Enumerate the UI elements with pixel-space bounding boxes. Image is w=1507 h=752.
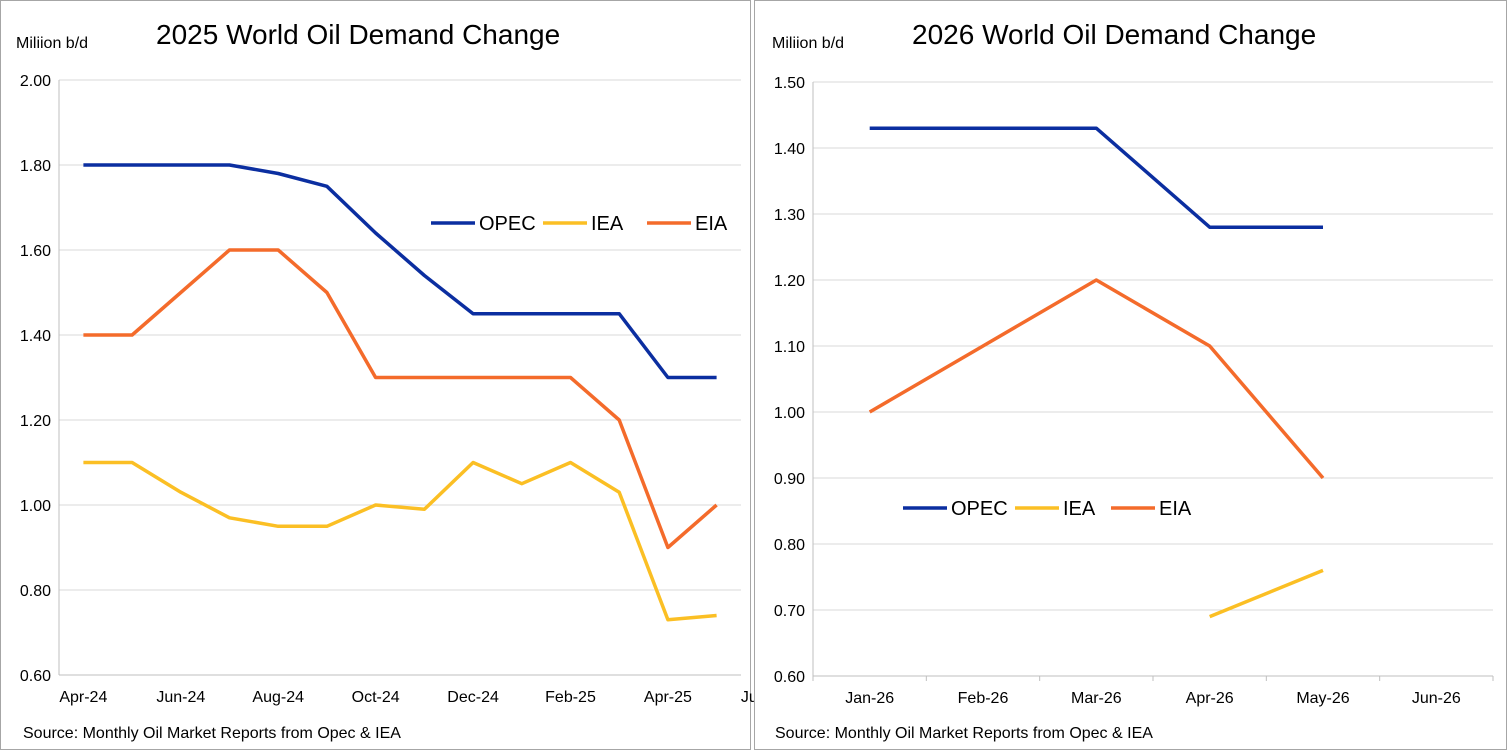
y-tick-label: 1.20	[20, 413, 51, 430]
y-tick-label: 1.00	[774, 405, 805, 422]
legend-label-opec: OPEC	[951, 498, 1008, 520]
y-tick-label: 0.60	[20, 668, 51, 685]
y-tick-label: 1.50	[774, 75, 805, 92]
series-line-eia	[868, 278, 1325, 480]
series-line-iea	[83, 460, 717, 622]
series-line-eia	[83, 248, 718, 550]
legend-label-opec: OPEC	[479, 213, 536, 235]
chart-panel-2025: Miliion b/d 2025 World Oil Demand Change…	[0, 0, 790, 750]
chart-title: 2025 World Oil Demand Change	[156, 19, 561, 50]
source-note: Source: Monthly Oil Market Reports from …	[23, 725, 401, 742]
y-tick-label: 0.80	[774, 537, 805, 554]
x-tick-label: Apr-26	[1186, 690, 1234, 707]
y-tick-label: 1.00	[20, 498, 51, 515]
x-tick-label: Jan-26	[845, 690, 894, 707]
y-tick-label: 1.80	[20, 158, 51, 175]
x-tick-label: Aug-24	[252, 689, 304, 706]
y-tick-label: 1.40	[774, 141, 805, 158]
legend: OPEC IEA EIA	[903, 498, 1192, 520]
y-tick-label: 1.60	[20, 243, 51, 260]
line-chart-2025: 2.00 1.80 1.60 1.40 1.20 1.00 0.80 0.60 Apr-24 Ju…	[20, 73, 790, 706]
x-tick-label: Jun-24	[156, 689, 205, 706]
y-tick-label: 2.00	[20, 73, 51, 90]
y-tick-label: 0.70	[774, 603, 805, 620]
legend-label-iea: IEA	[1063, 498, 1096, 520]
chart-panel-2026: Miliion b/d 2026 World Oil Demand Change…	[754, 0, 1507, 750]
source-note: Source: Monthly Oil Market Reports from …	[775, 725, 1153, 742]
x-tick-label: Dec-24	[447, 689, 499, 706]
y-axis-unit-label: Miliion b/d	[16, 35, 89, 52]
x-tick-label: Mar-26	[1071, 690, 1122, 707]
legend-label-iea: IEA	[591, 213, 624, 235]
y-tick-label: 1.10	[774, 339, 805, 356]
series-line-opec	[83, 163, 717, 380]
y-tick-label: 0.80	[20, 583, 51, 600]
series-line-opec	[869, 126, 1323, 229]
x-tick-label: Feb-26	[958, 690, 1009, 707]
y-axis-unit-label: Miliion b/d	[772, 35, 845, 52]
y-tick-label: 1.40	[20, 328, 51, 345]
y-tick-label: 0.90	[774, 471, 805, 488]
legend: OPEC IEA EIA	[431, 213, 728, 235]
y-tick-label: 1.30	[774, 207, 805, 224]
y-tick-label: 0.60	[774, 669, 805, 686]
x-tick-label: Jun-26	[1412, 690, 1461, 707]
legend-label-eia: EIA	[695, 213, 728, 235]
x-tick-label: Feb-25	[545, 689, 596, 706]
legend-label-eia: EIA	[1159, 498, 1192, 520]
series-line-iea	[1209, 568, 1324, 619]
x-tick-label: May-26	[1296, 690, 1349, 707]
x-tick-label: Apr-25	[644, 689, 692, 706]
x-tick-label: Oct-24	[352, 689, 400, 706]
chart-title: 2026 World Oil Demand Change	[912, 19, 1317, 50]
x-tick-label: Apr-24	[59, 689, 107, 706]
line-chart-2026: 1.50 1.40 1.30 1.20 1.10 1.00 0.90 0.80 0.70 0.60…	[774, 75, 1494, 707]
y-tick-label: 1.20	[774, 273, 805, 290]
